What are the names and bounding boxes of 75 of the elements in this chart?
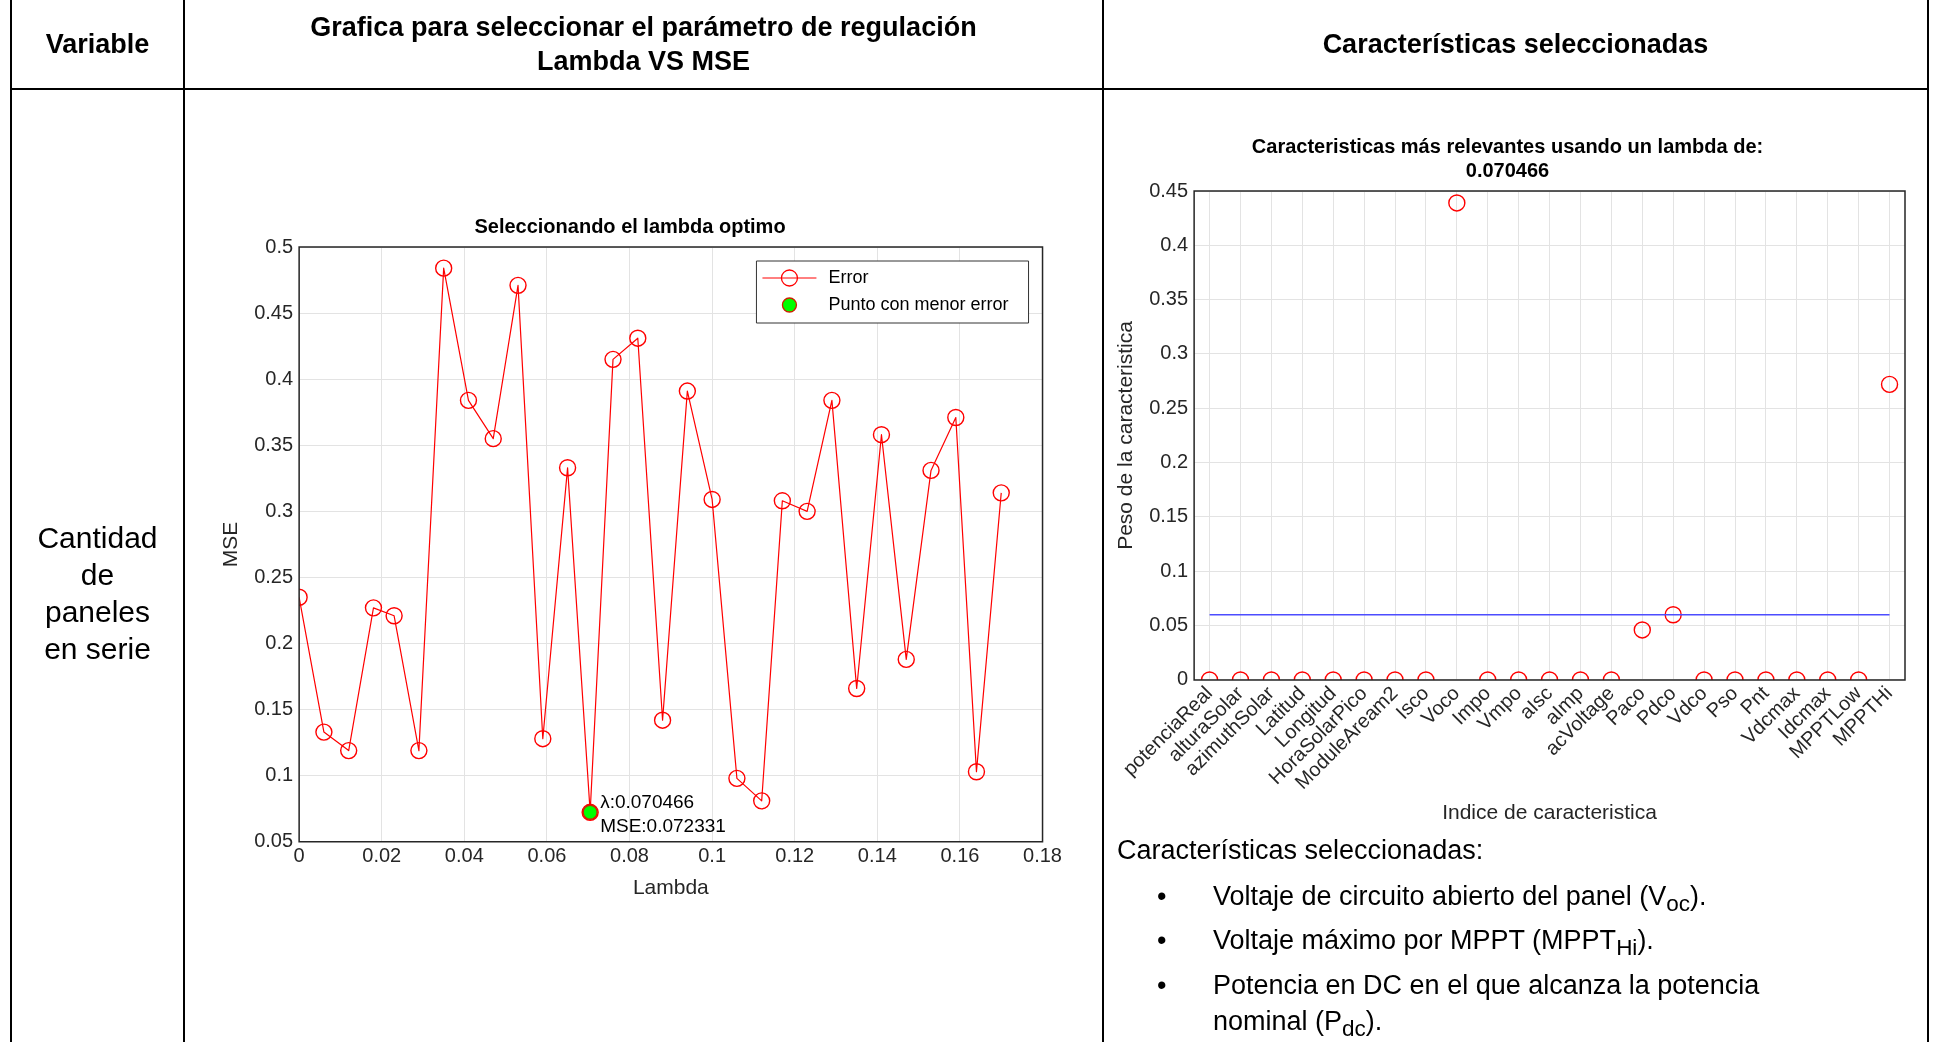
y-tick-label: 0.2 <box>1160 450 1189 473</box>
point <box>1448 194 1466 212</box>
point <box>410 741 428 760</box>
y-tick-label: 0.4 <box>1160 232 1189 255</box>
y-tick-label: 0.45 <box>1149 178 1189 201</box>
x-axis-title: Lambda <box>632 875 710 899</box>
y-tick-label: 0.15 <box>254 697 294 720</box>
y-tick-label: 0.2 <box>265 631 294 654</box>
point <box>509 276 527 295</box>
point <box>434 259 453 277</box>
x-tick-label: 0.18 <box>1023 844 1063 867</box>
x-tick-label: 0.1 <box>698 844 727 867</box>
point <box>459 391 478 410</box>
y-tick-label: 0.25 <box>254 564 294 587</box>
text: • Voltaje de circuito abierto del panel (V$_{oc}$). <box>1157 881 1707 917</box>
legend-label: Punto con menor error <box>828 293 1009 314</box>
x-tick-label: 0.12 <box>775 844 815 867</box>
x-tick-label: 0.04 <box>444 844 484 867</box>
point <box>947 408 965 427</box>
point <box>484 429 502 448</box>
point <box>315 723 333 741</box>
text: Características seleccionadas: <box>1117 835 1485 866</box>
text: • Voltaje máximo por MPPT (MPPT$_{Hi}$). <box>1157 925 1654 961</box>
point <box>728 769 746 788</box>
point <box>364 599 383 617</box>
point <box>847 679 866 698</box>
point <box>752 792 771 810</box>
x-tick-label: 0.06 <box>527 844 567 867</box>
chart-title: Caracteristicas más relevantes usando un lambda de: 0.070466 <box>1251 134 1764 181</box>
point <box>773 492 792 510</box>
y-tick-label: 0.5 <box>265 234 294 257</box>
point <box>534 730 552 748</box>
x-axis-title: Indice de caracteristica <box>1442 800 1658 824</box>
y-tick-label: 0.45 <box>254 300 294 323</box>
y-tick-label: 0.3 <box>265 498 294 521</box>
y-tick-label: 0 <box>1177 667 1189 690</box>
point <box>967 763 986 781</box>
point <box>385 607 403 625</box>
y-tick-label: 0.3 <box>1160 341 1189 364</box>
y-tick-label: 0.05 <box>1149 613 1189 636</box>
point <box>604 350 622 369</box>
text: • Potencia en DC en el que alcanza la potencia nominal (P$_{dc}$). <box>1157 969 1760 1042</box>
text: Variable <box>11 0 184 89</box>
text: Grafica para seleccionar el parámetro de regulación Lambda VS MSE <box>184 0 1103 89</box>
legend-label: Error <box>828 266 869 287</box>
y-tick-label: 0.15 <box>1149 504 1189 527</box>
point <box>339 741 358 760</box>
x-tick-label: 0.02 <box>362 844 402 867</box>
annotation: λ:0.070466 MSE:0.072331 <box>600 791 726 837</box>
point <box>798 502 816 521</box>
y-tick-label: 0.35 <box>1149 287 1189 310</box>
point <box>653 711 672 729</box>
x-tick-label: 0.08 <box>610 844 649 867</box>
point <box>897 650 915 669</box>
y-tick-label: 0.4 <box>265 366 294 389</box>
point <box>558 459 577 477</box>
x-tick-label: 0.14 <box>857 844 897 867</box>
point <box>1880 375 1899 394</box>
y-axis-title: MSE <box>218 521 242 568</box>
chart-title: Seleccionando el lambda optimo <box>474 214 786 237</box>
point <box>922 461 940 480</box>
point <box>703 490 721 509</box>
y-tick-label: 0.35 <box>254 432 294 455</box>
y-tick-label: 0.1 <box>1160 558 1189 581</box>
y-axis-title: Peso de la caracteristica <box>1113 320 1137 550</box>
point <box>678 382 697 400</box>
point <box>872 425 891 444</box>
y-tick-label: 0.25 <box>1149 395 1189 418</box>
text: Características seleccionadas <box>1103 0 1928 89</box>
x-tick-label: 0.16 <box>940 844 980 867</box>
text: Cantidad de paneles en serie <box>11 89 184 1042</box>
point <box>992 484 1010 502</box>
y-tick-label: 0.05 <box>254 829 294 852</box>
point <box>823 391 841 410</box>
point <box>629 329 647 347</box>
